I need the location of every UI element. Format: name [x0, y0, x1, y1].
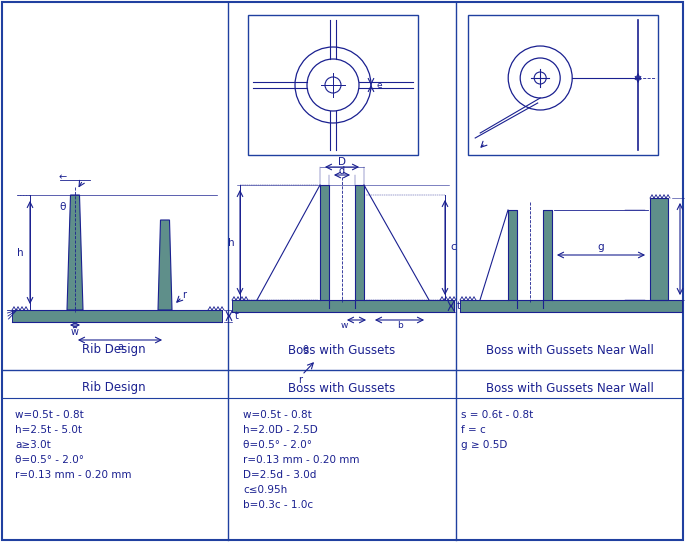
Text: θ=0.5° - 2.0°: θ=0.5° - 2.0°: [15, 455, 84, 465]
Text: b: b: [397, 320, 403, 330]
Text: w=0.5t - 0.8t: w=0.5t - 0.8t: [243, 410, 312, 420]
Text: Boss with Gussets: Boss with Gussets: [288, 344, 396, 357]
Text: ←: ←: [59, 172, 67, 182]
Bar: [468, 15, 658, 155]
Text: a≥3.0t: a≥3.0t: [15, 440, 51, 450]
Text: D=2.5d - 3.0d: D=2.5d - 3.0d: [243, 470, 316, 480]
Text: Rib Design: Rib Design: [82, 344, 146, 357]
Text: Rib Design: Rib Design: [82, 382, 146, 395]
Text: D: D: [338, 157, 346, 167]
Text: θ=0.5° - 2.0°: θ=0.5° - 2.0°: [243, 440, 312, 450]
Text: h: h: [17, 248, 24, 257]
Text: h=2.0D - 2.5D: h=2.0D - 2.5D: [243, 425, 318, 435]
Text: f = c: f = c: [461, 425, 486, 435]
Text: t: t: [235, 311, 239, 321]
Text: w: w: [340, 320, 348, 330]
Text: r: r: [298, 375, 302, 385]
Polygon shape: [12, 310, 222, 322]
Polygon shape: [650, 198, 668, 300]
Polygon shape: [508, 210, 552, 308]
Text: r=0.13 mm - 0.20 mm: r=0.13 mm - 0.20 mm: [243, 455, 360, 465]
Text: d: d: [339, 166, 345, 176]
Text: t: t: [457, 301, 461, 311]
Bar: [248, 15, 418, 155]
Text: r: r: [182, 290, 186, 300]
Text: Boss with Gussets Near Wall: Boss with Gussets Near Wall: [486, 382, 654, 395]
Text: Boss with Gussets: Boss with Gussets: [288, 382, 396, 395]
Polygon shape: [320, 185, 364, 308]
Text: c: c: [450, 242, 456, 253]
Polygon shape: [232, 300, 454, 312]
Text: r=0.13 mm - 0.20 mm: r=0.13 mm - 0.20 mm: [15, 470, 132, 480]
Text: h: h: [228, 237, 235, 248]
Text: g: g: [598, 242, 604, 252]
Text: w: w: [71, 327, 79, 337]
Text: b=0.3c - 1.0c: b=0.3c - 1.0c: [243, 500, 313, 510]
Text: g ≥ 0.5D: g ≥ 0.5D: [461, 440, 508, 450]
Text: θ: θ: [302, 345, 308, 355]
Text: a: a: [117, 342, 123, 352]
Text: s = 0.6t - 0.8t: s = 0.6t - 0.8t: [461, 410, 533, 420]
Text: h=2.5t - 5.0t: h=2.5t - 5.0t: [15, 425, 82, 435]
Text: Boss with Gussets Near Wall: Boss with Gussets Near Wall: [486, 344, 654, 357]
Text: w=0.5t - 0.8t: w=0.5t - 0.8t: [15, 410, 84, 420]
Text: e: e: [377, 81, 383, 89]
Polygon shape: [158, 220, 172, 310]
Polygon shape: [460, 300, 682, 312]
Text: c≤0.95h: c≤0.95h: [243, 485, 287, 495]
Text: θ: θ: [59, 202, 66, 212]
Polygon shape: [67, 195, 83, 310]
